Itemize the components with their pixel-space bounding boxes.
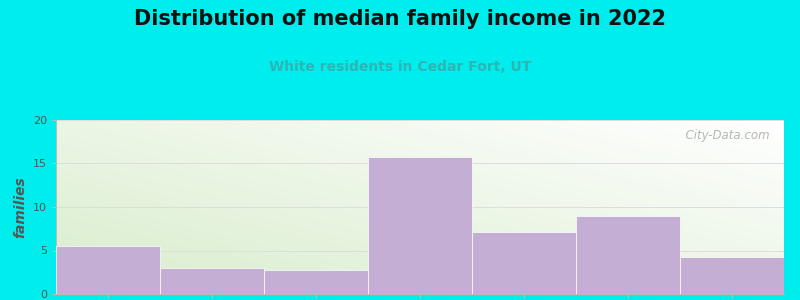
Bar [264, 270, 368, 294]
Y-axis label: families: families [14, 176, 27, 238]
Text: City-Data.com: City-Data.com [678, 129, 770, 142]
Bar [680, 257, 784, 294]
Bar [472, 232, 576, 294]
Bar [160, 268, 264, 294]
Text: White residents in Cedar Fort, UT: White residents in Cedar Fort, UT [269, 60, 531, 74]
Bar [368, 158, 472, 294]
Bar [56, 246, 160, 294]
Bar [576, 216, 680, 294]
Text: Distribution of median family income in 2022: Distribution of median family income in … [134, 9, 666, 29]
